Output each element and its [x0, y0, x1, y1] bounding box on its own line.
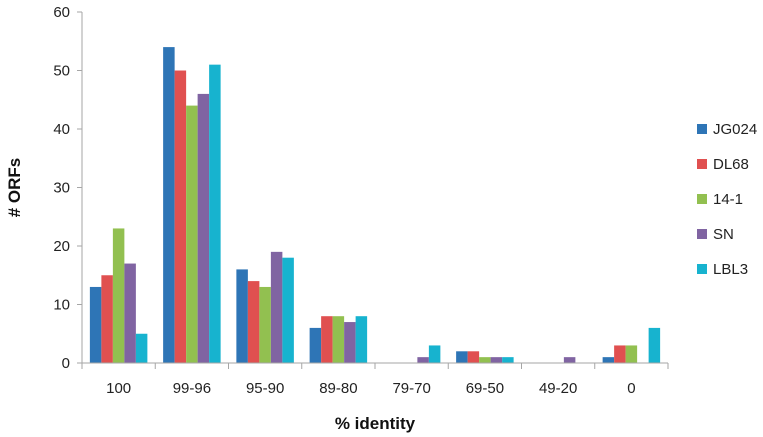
- x-tick-label: 99-96: [173, 380, 211, 397]
- bar: [417, 357, 429, 363]
- legend-label: DL68: [713, 156, 749, 173]
- bar: [270, 251, 283, 363]
- legend-label: LBL3: [713, 261, 748, 278]
- bar: [614, 345, 626, 363]
- y-tick-label: 30: [53, 180, 70, 197]
- x-tick-label: 69-50: [466, 380, 504, 397]
- y-axis-title: # ORFs: [5, 158, 24, 218]
- legend-swatch: [697, 194, 707, 204]
- y-tick-label: 20: [53, 238, 70, 255]
- bar: [89, 286, 102, 363]
- legend: JG024 DL68 14-1 SN LBL3: [697, 121, 757, 278]
- bar: [259, 286, 271, 363]
- bar: [135, 333, 148, 363]
- bar: [648, 327, 661, 363]
- bar: [163, 47, 175, 363]
- x-tick-label: 0: [627, 380, 635, 397]
- x-axis-title: % identity: [335, 414, 416, 433]
- legend-swatch: [697, 124, 707, 134]
- legend-label: 14-1: [713, 191, 743, 208]
- bar: [321, 316, 333, 363]
- bar: [502, 357, 514, 363]
- legend-label: JG024: [713, 121, 757, 138]
- bar: [124, 263, 136, 363]
- legend-swatch: [697, 229, 707, 239]
- bar: [602, 357, 615, 363]
- x-axis-ticks: 100 99-96 95-90 89-80 79-70 69-50 49-20 0: [81, 363, 669, 397]
- bar: [282, 257, 294, 363]
- x-tick-label: 49-20: [539, 380, 577, 397]
- bar: [236, 269, 248, 363]
- y-tick-label: 0: [62, 355, 70, 372]
- bar: [247, 281, 260, 363]
- bar: [428, 345, 441, 363]
- bar: [344, 322, 356, 363]
- bar: [174, 70, 187, 363]
- y-tick-label: 40: [53, 121, 70, 138]
- y-tick-label: 10: [53, 297, 70, 314]
- bar: [186, 105, 198, 363]
- bar: [490, 357, 503, 363]
- bar: [112, 228, 125, 363]
- legend-swatch: [697, 159, 707, 169]
- bar: [332, 316, 345, 363]
- bar: [355, 316, 368, 363]
- legend-label: SN: [713, 226, 734, 243]
- y-tick-label: 60: [53, 4, 70, 21]
- bar: [101, 275, 113, 363]
- bar: [479, 357, 491, 363]
- legend-swatch: [697, 264, 707, 274]
- bar: [197, 93, 210, 364]
- x-tick-label: 89-80: [319, 380, 357, 397]
- x-tick-label: 95-90: [246, 380, 284, 397]
- bar: [625, 345, 638, 363]
- bar: [563, 357, 576, 363]
- x-tick-label: 79-70: [392, 380, 430, 397]
- y-axis-ticks: 0 10 20 30 40 50 60: [53, 4, 82, 372]
- bar: [456, 351, 468, 363]
- x-tick-label: 100: [106, 380, 131, 397]
- bar: [309, 327, 322, 363]
- bar: [209, 64, 221, 364]
- y-tick-label: 50: [53, 63, 70, 80]
- bar: [467, 351, 480, 363]
- bars-group: [89, 47, 661, 364]
